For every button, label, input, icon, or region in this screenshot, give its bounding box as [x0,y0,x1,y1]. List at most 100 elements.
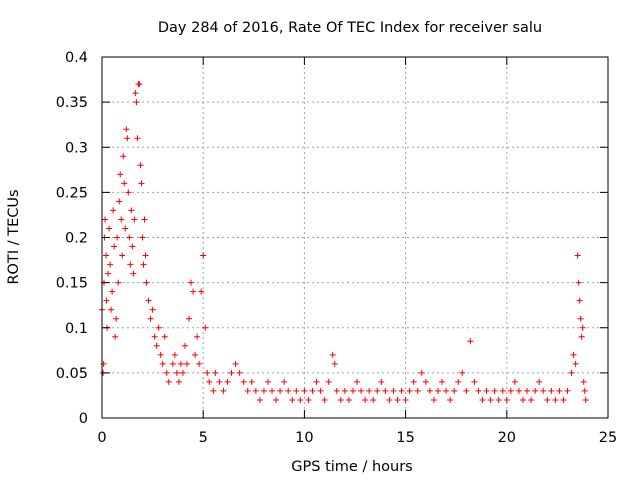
data-point [487,396,494,403]
data-point [426,387,433,394]
data-point [210,387,217,394]
x-axis-label: GPS time / hours [291,459,412,475]
data-point [564,387,571,394]
data-point [200,252,207,259]
data-point [102,216,109,223]
data-point [418,369,425,376]
data-point [248,378,255,385]
data-point [240,378,247,385]
data-point [103,297,110,304]
data-point [536,378,543,385]
data-point [142,252,149,259]
data-point [161,333,168,340]
data-point [228,369,235,376]
data-point [138,180,145,187]
data-point [406,387,413,394]
data-point [467,338,474,345]
data-point [196,360,203,367]
data-point [107,261,114,268]
y-tick-label: 0.3 [65,140,88,156]
data-point [358,387,365,394]
data-point [188,279,195,286]
data-point [121,180,128,187]
data-point [125,189,132,196]
data-point [349,387,356,394]
data-point [439,378,446,385]
data-point [132,90,139,97]
data-point [479,396,486,403]
data-point [443,387,450,394]
data-point [198,288,205,295]
data-point [117,171,124,178]
data-point [106,225,113,232]
data-point [216,378,223,385]
data-point [153,342,160,349]
data-point [544,396,551,403]
data-point [236,369,243,376]
data-point [204,369,211,376]
y-tick-label: 0.25 [56,185,88,201]
data-point [175,378,182,385]
data-point [122,225,129,232]
data-point [341,387,348,394]
y-axis-label: ROTI / TECUs [6,189,22,284]
data-point [140,261,147,268]
data-point [252,387,259,394]
data-point [574,252,581,259]
data-point [309,387,316,394]
x-tick-label: 5 [199,430,208,446]
data-point [459,369,466,376]
data-point [386,396,393,403]
data-point [232,360,239,367]
grid-lines [102,57,608,418]
data-point [398,387,405,394]
data-point [103,252,110,259]
data-point [434,387,441,394]
data-point [540,387,547,394]
data-point [528,396,535,403]
data-point [273,396,280,403]
data-point [130,270,137,277]
data-point [370,396,377,403]
data-point [186,315,193,322]
data-point [402,396,409,403]
data-point [568,369,575,376]
data-point [297,396,304,403]
data-point [256,396,263,403]
data-point [390,387,397,394]
data-point [578,333,585,340]
data-point [430,396,437,403]
data-point [159,360,166,367]
data-point [149,306,156,313]
data-point [321,396,328,403]
data-point [422,378,429,385]
data-point [147,315,154,322]
data-point [548,387,555,394]
data-point [131,216,138,223]
data-point [532,387,539,394]
data-point [181,342,188,349]
x-tick-label: 15 [396,430,414,446]
data-point [110,207,117,214]
data-point [414,387,421,394]
data-point [483,387,490,394]
data-point [515,387,522,394]
data-point [184,360,191,367]
data-point [337,396,344,403]
axis-ticks [101,56,609,419]
data-point [313,378,320,385]
data-point [305,396,312,403]
data-point [134,135,141,142]
y-tick-label: 0.15 [56,276,88,292]
data-point [471,378,478,385]
data-point [293,387,300,394]
data-point [491,387,498,394]
data-point [123,126,130,133]
x-tick-label: 20 [498,430,516,446]
data-point [524,387,531,394]
data-point [157,351,164,358]
data-point [206,378,213,385]
data-point [190,288,197,295]
data-point [120,153,127,160]
data-point [519,396,526,403]
